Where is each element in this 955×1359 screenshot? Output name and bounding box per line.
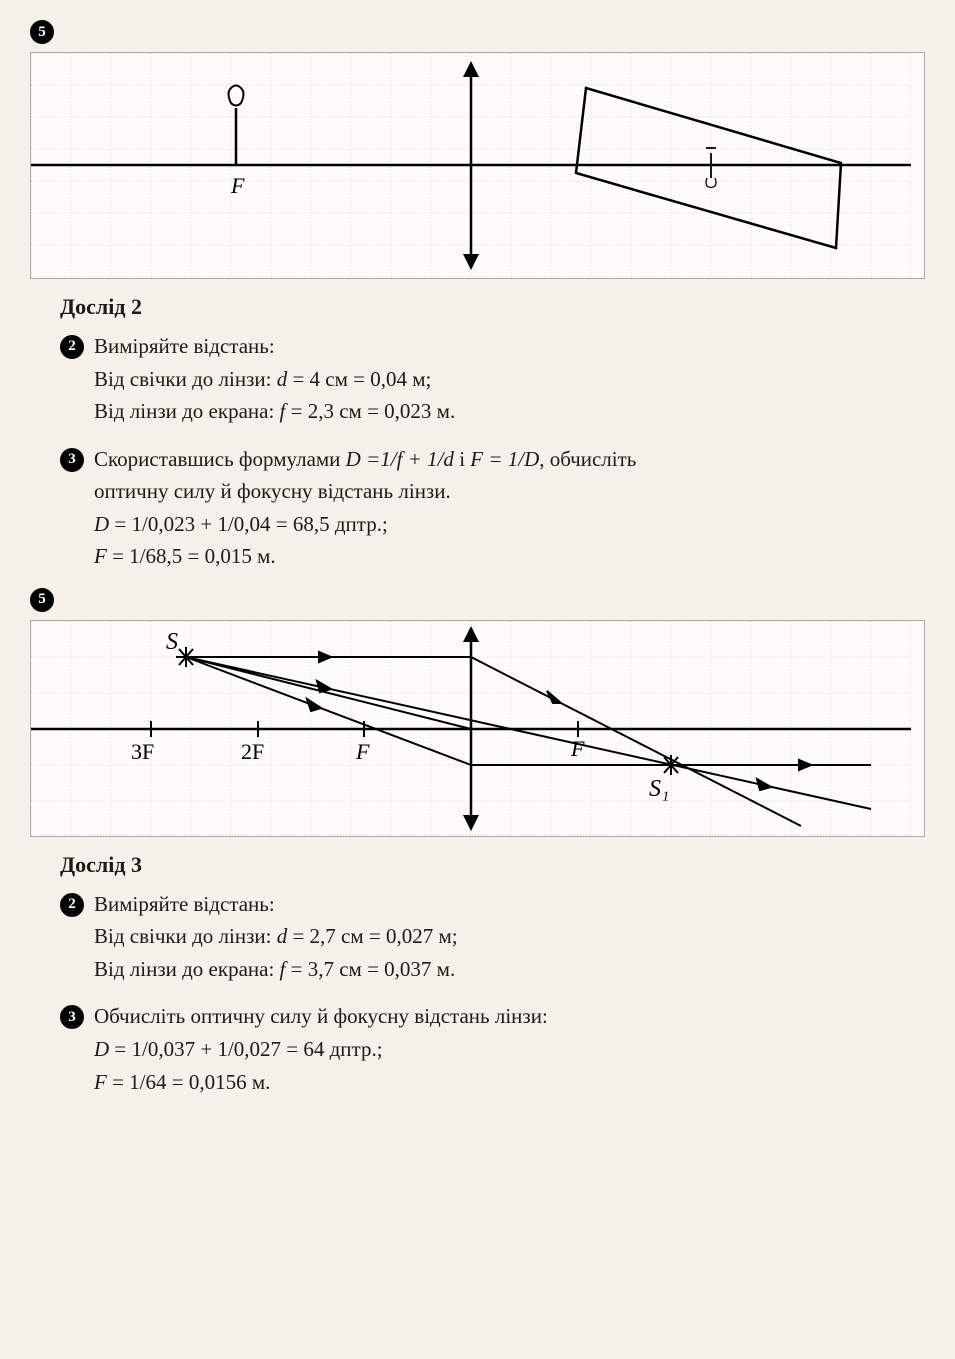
svg-text:2F: 2F [241, 739, 264, 764]
exp2-item3-line2: оптичну силу й фокусну відстань лінзи. [94, 475, 925, 508]
svg-text:S: S [166, 629, 178, 655]
exp3-item2-line1: Виміряйте відстань: [94, 888, 275, 921]
svg-text:3F: 3F [131, 739, 154, 764]
exp2-item2-line1: Виміряйте відстань: [94, 330, 275, 363]
exp2-item2-line3a: Від лінзи до екрана: [94, 399, 280, 423]
exp2-item3-l1b: D =1/f + 1/d [346, 447, 454, 471]
section-1: 5 [30, 20, 925, 279]
experiment-2-title: Дослід 2 [60, 294, 925, 320]
exp3-item2-line3b: = 3,7 см = 0,037 м. [285, 957, 455, 981]
exp2-item3-var-D: D [94, 512, 109, 536]
svg-text:F: F [570, 736, 585, 761]
diagram-2: 3F 2F F F S S₁ [30, 620, 925, 837]
experiment-3-title: Дослід 3 [60, 852, 925, 878]
exp3-item2-var-d: d [277, 924, 288, 948]
exp3-item3-line2: = 1/0,037 + 1/0,027 = 64 дптр.; [109, 1037, 382, 1061]
exp3-item3-line3: = 1/64 = 0,0156 м. [107, 1070, 271, 1094]
exp2-item2-var-d: d [277, 367, 288, 391]
exp3-item3-var-F: F [94, 1070, 107, 1094]
diagram-1: F [30, 52, 925, 279]
exp2-item3-l1a: Скориставшись формулами [94, 447, 346, 471]
section-2: 5 [30, 588, 925, 837]
exp2-item3-line3: = 1/0,023 + 1/0,04 = 68,5 дптр.; [109, 512, 388, 536]
exp3-item2-line2b: = 2,7 см = 0,027 м; [287, 924, 457, 948]
exp2-item2: 2 Виміряйте відстань: Від свічки до лінз… [60, 330, 925, 428]
exp2-item2-line3b: = 2,3 см = 0,023 м. [285, 399, 455, 423]
exp2-item3-l1e: , обчисліть [539, 447, 636, 471]
exp2-item3: 3 Скориставшись формулами D =1/f + 1/d i… [60, 443, 925, 573]
exp3-item3: 3 Обчисліть оптичну силу й фокусну відст… [60, 1000, 925, 1098]
exp3-item3-var-D: D [94, 1037, 109, 1061]
exp2-item3-l1c: i [454, 447, 470, 471]
exp2-item3-l1d: F = 1/D [470, 447, 539, 471]
focus-label: F [230, 173, 245, 198]
exp2-item3-var-F: F [94, 544, 107, 568]
bullet-2-icon: 2 [60, 335, 84, 359]
exp3-item2-line2a: Від свічки до лінзи: [94, 924, 277, 948]
bullet-3-icon: 3 [60, 448, 84, 472]
exp2-item3-line4: = 1/68,5 = 0,015 м. [107, 544, 276, 568]
exp2-item2-line2b: = 4 см = 0,04 м; [287, 367, 431, 391]
svg-text:S₁: S₁ [649, 776, 669, 802]
exp3-item2-line3a: Від лінзи до екрана: [94, 957, 280, 981]
exp3-item3-line1: Обчисліть оптичну силу й фокусну відстан… [94, 1000, 548, 1033]
exp2-item2-line2a: Від свічки до лінзи: [94, 367, 277, 391]
bullet-5-icon: 5 [30, 20, 54, 44]
bullet-2b-icon: 2 [60, 893, 84, 917]
bullet-5b-icon: 5 [30, 588, 54, 612]
svg-text:F: F [355, 739, 370, 764]
bullet-3b-icon: 3 [60, 1005, 84, 1029]
exp3-item2: 2 Виміряйте відстань: Від свічки до лінз… [60, 888, 925, 986]
